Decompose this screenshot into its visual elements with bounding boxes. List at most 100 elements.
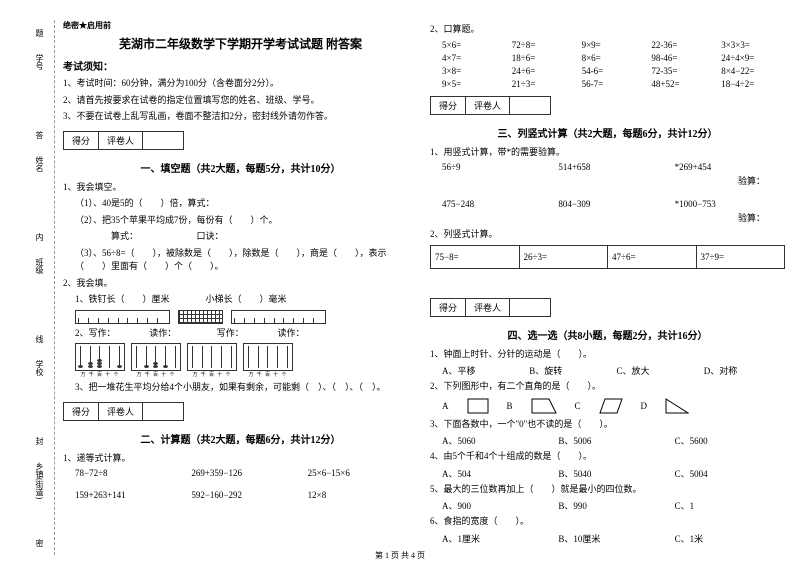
oral-row: 3×8= 24÷6= 54-6= 72-35= 8×4−22= [430,66,785,76]
mc-opt: C、5004 [675,467,785,480]
mc-opt: B、5040 [558,467,668,480]
mc-opt: C、放大 [617,364,698,377]
q2-title: 2、我会填。 [63,277,418,291]
vert-item: *269+454 [675,162,785,172]
calc2-title: 2、口算题。 [430,23,785,37]
oral-item: 18÷6= [512,53,576,63]
oral-item: 8×4−22= [721,66,785,76]
q1-item: （1）、40是5的（ ）倍，算式： [63,197,418,211]
stair-icon [178,310,223,324]
calc-item: 25×6−15×6 [308,468,418,478]
v1-title: 1、用竖式计算，带*的需要验算。 [430,146,785,160]
vert-row: 56÷9 514+658 *269+454 [430,162,785,172]
binding-field-group: 乡镇(街道) [34,462,45,522]
mc-opts: A、5060 B、5006 C、5600 [430,434,785,447]
right-column: 2、口算题。 5×6= 72÷8= 9×9= 22-36= 3×3×3= 4×7… [430,20,785,555]
mc-opt: A、504 [442,467,552,480]
vert-item: 514+658 [558,162,668,172]
oral-item: 54-6= [582,66,646,76]
label-town: 乡镇(街道) [34,462,45,522]
table-cell: 47÷6= [608,246,697,268]
abacus-icon [131,343,181,371]
vert-row: 475−248 804−309 *1000−753 [430,199,785,209]
q1-title: 1、我会填空。 [63,181,418,195]
oral-item: 3×8= [442,66,506,76]
mc-opts: A、900 B、990 C、1 [430,499,785,512]
q2-line1: 1、铁钉长（ ）厘米 小梯长（ ）毫米 [63,293,418,307]
mc-opt: B、5006 [558,434,668,447]
score-label: 得分 [64,132,99,149]
binding-margin: 题 学号 答 姓名 内 班级 线 学校 封 乡镇(街道) 密 [30,20,55,555]
oral-item: 72-35= [651,66,715,76]
oral-item: 22-36= [651,40,715,50]
shape-label: C [575,401,581,411]
mc-opts: A、504 B、5040 C、5004 [430,467,785,480]
calc-item: 269+359−126 [191,468,301,478]
parallelogram-icon [599,398,623,414]
mc-opt: C、1 [675,499,785,512]
mc-opt: B、10厘米 [558,532,668,545]
shape-label: D [641,401,648,411]
mc-q: 1、钟面上时针、分针的运动是（ ）。 [430,348,785,362]
calc-row: 78−72÷8 269+359−126 25×6−15×6 [63,468,418,478]
shape-label: B [507,401,513,411]
calc-item: 12×8 [308,490,418,500]
mc-opt: B、990 [558,499,668,512]
notice-heading: 考试须知： [63,58,418,73]
score-box: 得分 评卷人 [63,131,184,150]
q1-item: （3）、56÷8=（ ），被除数是（ ），除数是（ ），商是（ ），表示（ ）里… [63,247,418,274]
mc-q: 4、由5个千和4个十组成的数是（ ）。 [430,450,785,464]
mc-opt: C、1米 [675,532,785,545]
mc-q: 5、最大的三位数再加上（ ）就是最小的四位数。 [430,483,785,497]
calc1-title: 1、递等式计算。 [63,452,418,466]
trapezoid-icon [531,398,557,414]
oral-item: 24÷4×9= [721,53,785,63]
calc-item: 159+263+141 [75,490,185,500]
q2-line3: 3、把一堆花生平均分给4个小朋友，如果有剩余，可能剩（ ）、（ ）、（ ）。 [63,381,418,395]
oral-item: 24÷6= [512,66,576,76]
score-box: 得分 评卷人 [430,298,551,317]
abacus-icon [187,343,237,371]
ruler-icon [231,310,326,324]
q1-item: 算式： 口诀： [63,230,418,244]
mc-q: 3、下面各数中，一个"0"也不读的是（ ）。 [430,418,785,432]
oral-item: 4×7= [442,53,506,63]
mc-q: 2、下列图形中，有二个直角的是（ ）。 [430,380,785,394]
seal-tag: 密 [34,539,45,547]
oral-item: 5×6= [442,40,506,50]
shape-label: A [442,401,449,411]
shapes-row: A B C D [430,398,785,414]
section-3-heading: 三、列竖式计算（共2大题，每题6分，共计12分） [430,125,785,140]
label-student-id: 学号 [34,54,45,114]
binding-field-group: 姓名 [34,156,45,216]
score-blank [510,299,550,316]
seal-tag: 内 [34,233,45,241]
rect-icon [467,398,489,414]
table-cell: 26÷3= [520,246,609,268]
seal-tag: 题 [34,29,45,37]
label-class: 班级 [34,258,45,318]
oral-item: 18−4÷2= [721,79,785,89]
mc-opt: B、旋转 [529,364,610,377]
exam-title: 芜湖市二年级数学下学期开学考试试题 附答案 [63,35,418,52]
mc-opt: A、平移 [442,364,523,377]
content-columns: 绝密★启用前 芜湖市二年级数学下学期开学考试试题 附答案 考试须知： 1、考试时… [63,20,785,555]
score-label: 得分 [431,299,466,316]
mc-opt: A、5060 [442,434,552,447]
vert-item: 475−248 [442,199,552,209]
oral-item: 8×6= [582,53,646,63]
calc-item: 592−160−292 [191,490,301,500]
calc-table: 75−8= 26÷3= 47÷6= 37÷9= [430,245,785,269]
v2-title: 2、列竖式计算。 [430,228,785,242]
left-column: 绝密★启用前 芜湖市二年级数学下学期开学考试试题 附答案 考试须知： 1、考试时… [63,20,418,555]
binding-field-group: 班级 [34,258,45,318]
seal-tag: 封 [34,437,45,445]
confidential-label: 绝密★启用前 [63,20,418,31]
score-blank [143,132,183,149]
calc-row: 159+263+141 592−160−292 12×8 [63,490,418,500]
table-cell: 37÷9= [697,246,785,268]
vert-item: 56÷9 [442,162,552,172]
oral-item: 9×9= [582,40,646,50]
oral-item: 3×3×3= [721,40,785,50]
binding-field-group: 学号 [34,54,45,114]
